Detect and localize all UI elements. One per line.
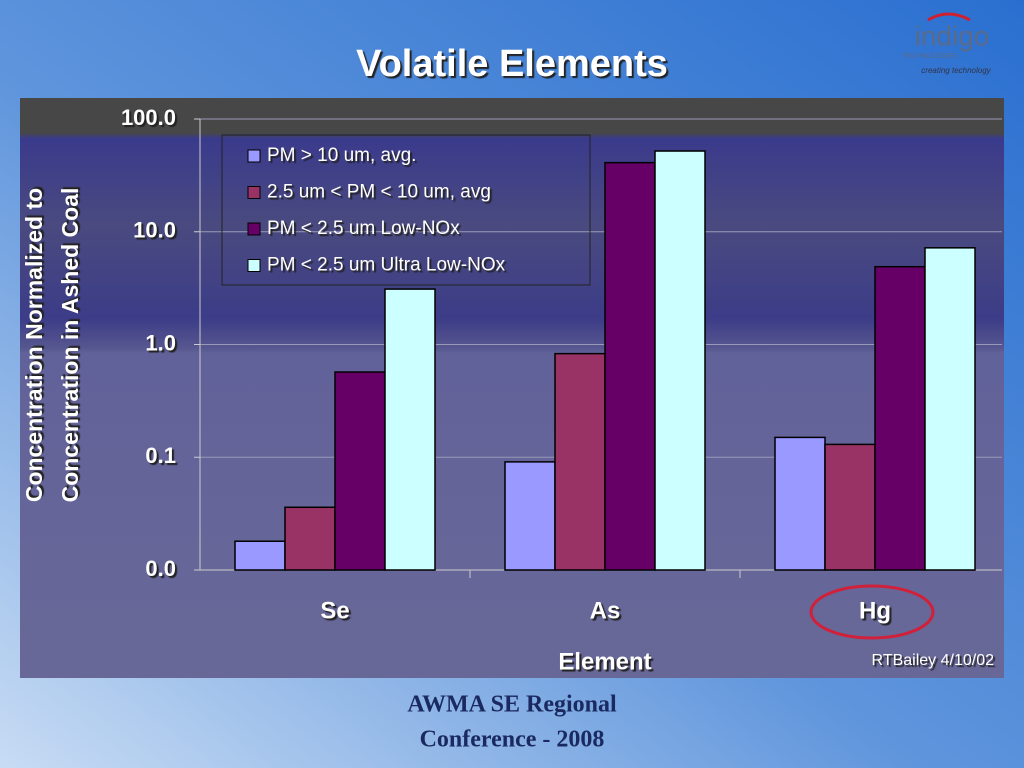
footer: Conference - 2008 bbox=[420, 727, 605, 753]
x-tick-label: Se bbox=[320, 597, 349, 624]
legend-swatch bbox=[247, 149, 261, 163]
legend-swatch bbox=[247, 259, 261, 272]
logo-arc bbox=[927, 12, 971, 22]
footer: AWMA SE Regional bbox=[407, 692, 617, 718]
slide-title: Volatile Elements bbox=[356, 43, 668, 85]
bar bbox=[554, 352, 606, 571]
bar bbox=[874, 265, 926, 571]
y-tick-label: 1.0 bbox=[145, 330, 176, 355]
bar bbox=[234, 540, 286, 571]
legend-label: 2.5 um < PM < 10 um, avg bbox=[267, 182, 491, 203]
x-tick-label: As bbox=[590, 597, 621, 624]
bar bbox=[284, 506, 336, 571]
legend-label: PM > 10 um, avg. bbox=[267, 145, 416, 166]
legend-box bbox=[221, 134, 591, 286]
bar bbox=[924, 247, 976, 571]
plot: 0.0 0.1 1.0 10.0 100.0 Se As Hg PM > 10 um, avg.… bbox=[121, 105, 1002, 624]
x-tick-label: Hg bbox=[859, 597, 891, 624]
y-axis-label: Concentration Normalized to bbox=[21, 188, 47, 502]
y-axis-label: Concentration in Ashed Coal bbox=[57, 188, 83, 503]
y-tick-label: 10.0 bbox=[133, 218, 176, 243]
bar bbox=[654, 150, 706, 571]
legend-label: PM < 2.5 um Low-NOx bbox=[267, 218, 460, 239]
x-axis-label: Element bbox=[558, 648, 651, 675]
bar bbox=[384, 288, 436, 571]
bar bbox=[604, 161, 656, 571]
y-tick-label: 0.1 bbox=[145, 443, 176, 468]
legend-swatch bbox=[247, 222, 261, 236]
bar bbox=[334, 371, 386, 571]
highlight-ellipse bbox=[809, 584, 935, 640]
y-tick-label: 100.0 bbox=[121, 105, 176, 130]
annotation: RTBailey 4/10/02 bbox=[872, 652, 995, 669]
legend-swatch bbox=[247, 186, 261, 199]
bar bbox=[504, 461, 556, 571]
legend-label: PM < 2.5 um Ultra Low-NOx bbox=[267, 255, 506, 276]
logo-name: indigo bbox=[915, 20, 990, 51]
logo-sub: TECHNOLOGIES bbox=[902, 53, 958, 60]
chart-area bbox=[20, 98, 1004, 678]
bar bbox=[774, 436, 826, 571]
y-tick-label: 0.0 bbox=[145, 556, 176, 581]
logo-tagline: creating technology bbox=[921, 66, 991, 75]
bar bbox=[824, 443, 876, 571]
